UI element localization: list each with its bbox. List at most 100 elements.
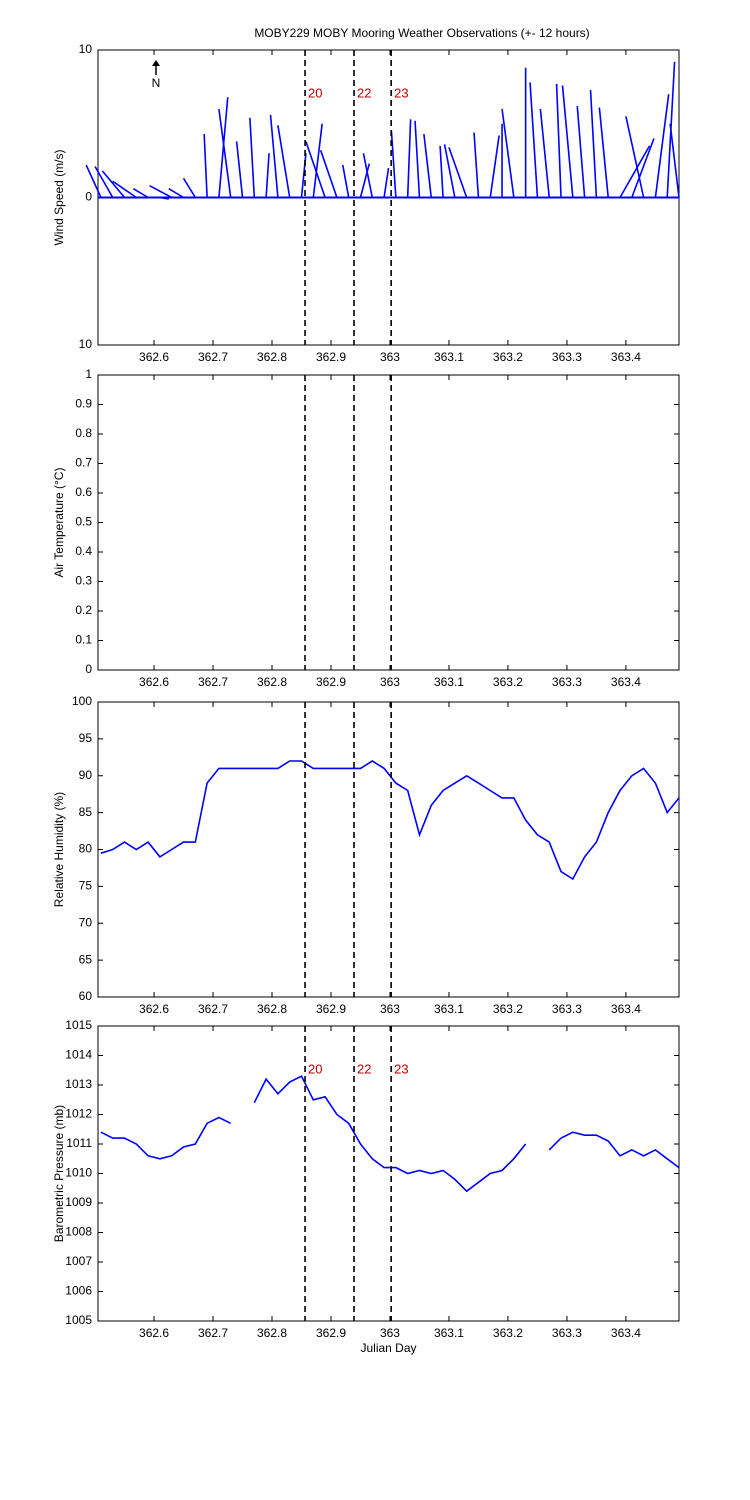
x-tick-label: 363.4	[611, 1326, 641, 1340]
event-label: 20	[308, 1061, 322, 1076]
y-tick-label: 1015	[65, 1018, 92, 1032]
y-tick-label: 1012	[65, 1107, 92, 1121]
x-tick-label: 363.4	[611, 675, 641, 689]
y-tick-label: 0	[85, 662, 92, 676]
wind-stick	[439, 145, 444, 198]
y-tick-label: 1005	[65, 1313, 92, 1327]
y-tick-label: 1009	[65, 1195, 92, 1209]
event-label: 22	[357, 1061, 371, 1076]
x-tick-label: 362.9	[316, 675, 346, 689]
y-tick-label: 1013	[65, 1077, 92, 1091]
y-tick-label: 0.3	[75, 574, 92, 588]
wind-stick	[669, 123, 680, 198]
x-tick-label: 363.3	[552, 1326, 582, 1340]
x-tick-label: 362.7	[198, 350, 228, 364]
x-tick-label: 362.9	[316, 350, 346, 364]
wind-stick	[132, 187, 149, 199]
wind-stick	[390, 131, 397, 198]
y-tick-label: 85	[79, 805, 93, 819]
event-label: 23	[394, 85, 408, 100]
north-label: N	[152, 76, 161, 90]
x-tick-label: 362.8	[257, 675, 287, 689]
x-tick-label: 363	[380, 1326, 400, 1340]
x-tick-label: 363	[380, 1002, 400, 1016]
wind-stick	[654, 94, 670, 198]
x-tick-label: 363.4	[611, 350, 641, 364]
x-tick-label: 362.6	[139, 1326, 169, 1340]
wind-stick	[539, 108, 551, 198]
wind-stick	[269, 114, 279, 198]
y-tick-label: 60	[79, 989, 93, 1003]
x-tick-label: 362.8	[257, 1326, 287, 1340]
x-tick-label: 362.9	[316, 1326, 346, 1340]
x-tick-label: 363.1	[434, 350, 464, 364]
y-tick-label: 0.4	[75, 544, 92, 558]
y-tick-label: 70	[79, 915, 93, 929]
wind-stick	[423, 133, 433, 198]
y-axis-label: Relative Humidity (%)	[52, 792, 66, 907]
y-tick-label: 80	[79, 842, 93, 856]
wind-stick	[341, 164, 350, 198]
wind-stick	[235, 141, 244, 198]
wind-stick	[383, 167, 390, 198]
x-axis-label: Julian Day	[360, 1341, 416, 1355]
wind-stick	[312, 123, 323, 198]
wind-stick	[406, 119, 412, 198]
wind-stick	[619, 145, 651, 198]
x-tick-label: 362.6	[139, 1002, 169, 1016]
x-tick-label: 362.6	[139, 350, 169, 364]
wind-stick	[85, 164, 102, 198]
wind-stick	[101, 170, 126, 199]
y-tick-label: 65	[79, 952, 93, 966]
wind-stick	[203, 134, 208, 198]
wind-stick	[168, 187, 184, 199]
x-tick-label: 362.7	[198, 1002, 228, 1016]
wind-stick	[94, 166, 114, 198]
x-tick-label: 362.6	[139, 675, 169, 689]
north-arrow-head	[152, 60, 160, 66]
x-tick-label: 362.7	[198, 1326, 228, 1340]
y-axis-label: Wind Speed (m/s)	[52, 149, 66, 245]
y-tick-label: 75	[79, 879, 93, 893]
wind-stick	[555, 83, 562, 198]
wind-stick	[319, 150, 338, 198]
x-tick-label: 363.1	[434, 1002, 464, 1016]
wind-stick	[489, 135, 500, 198]
wind-stick	[182, 177, 197, 198]
wind-stick	[448, 147, 468, 198]
wind-stick	[249, 117, 256, 198]
wind-stick	[625, 116, 645, 198]
wind-stick	[218, 108, 232, 198]
wind-stick	[159, 196, 169, 200]
y-tick-label: 100	[72, 694, 92, 708]
wind-stick	[561, 85, 574, 198]
wind-stick	[305, 141, 326, 198]
event-label: 23	[394, 1061, 408, 1076]
x-tick-label: 363.2	[493, 1326, 523, 1340]
wind-stick	[414, 120, 421, 198]
y-tick-label: 95	[79, 731, 93, 745]
x-tick-label: 362.7	[198, 675, 228, 689]
y-tick-label: 0.5	[75, 515, 92, 529]
x-tick-label: 363.4	[611, 1002, 641, 1016]
y-tick-label: 0	[85, 190, 92, 204]
wind-stick	[589, 89, 598, 198]
x-tick-label: 363	[380, 675, 400, 689]
wind-stick	[265, 153, 270, 198]
x-tick-label: 363.3	[552, 675, 582, 689]
wind-stick	[112, 180, 137, 199]
x-tick-label: 362.8	[257, 350, 287, 364]
y-tick-label: 1014	[65, 1048, 92, 1062]
y-tick-label: 0.7	[75, 456, 92, 470]
x-tick-label: 363.1	[434, 1326, 464, 1340]
wind-stick	[576, 105, 586, 198]
wind-stick	[359, 163, 371, 198]
y-tick-label: 1011	[66, 1136, 92, 1150]
figure-title: MOBY229 MOBY Mooring Weather Observation…	[254, 26, 589, 40]
y-tick-label: 10	[79, 42, 93, 56]
wind-stick	[277, 125, 291, 198]
y-tick-label: 1007	[65, 1254, 92, 1268]
x-tick-label: 363.3	[552, 350, 582, 364]
